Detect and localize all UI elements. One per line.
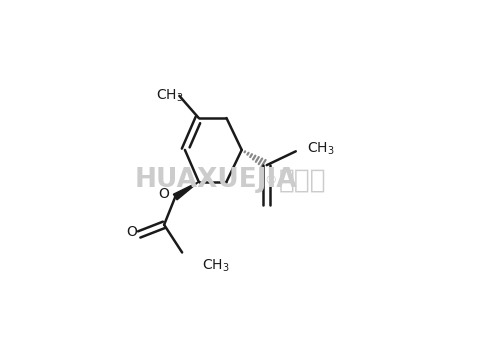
Text: CH$_3$: CH$_3$	[307, 141, 334, 157]
Text: O: O	[159, 187, 170, 201]
Text: 化学加: 化学加	[279, 167, 326, 193]
Text: CH$_3$: CH$_3$	[156, 87, 184, 104]
Text: ®: ®	[265, 174, 277, 187]
Text: HUAXUEJIA: HUAXUEJIA	[134, 167, 297, 193]
Text: CH$_3$: CH$_3$	[201, 258, 229, 274]
Polygon shape	[174, 182, 199, 200]
Text: O: O	[126, 225, 137, 239]
